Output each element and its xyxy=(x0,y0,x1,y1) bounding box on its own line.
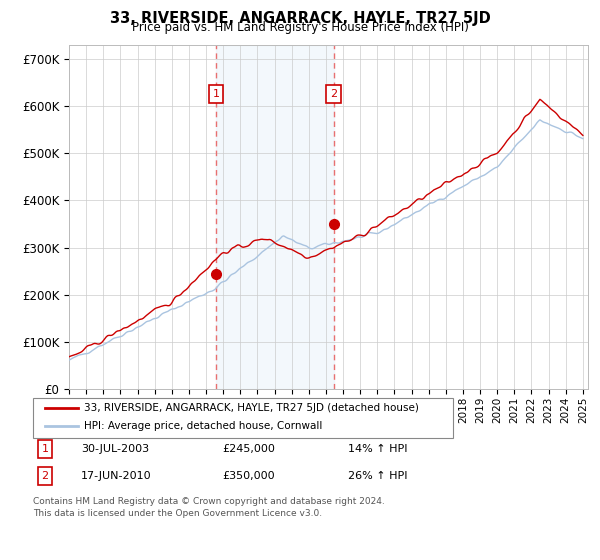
Text: 1: 1 xyxy=(212,90,220,99)
Bar xyxy=(216,45,334,389)
Text: Contains HM Land Registry data © Crown copyright and database right 2024.: Contains HM Land Registry data © Crown c… xyxy=(33,497,385,506)
Text: 17-JUN-2010: 17-JUN-2010 xyxy=(81,471,152,481)
Text: 2: 2 xyxy=(330,90,337,99)
Text: 30-JUL-2003: 30-JUL-2003 xyxy=(81,444,149,454)
Text: 26% ↑ HPI: 26% ↑ HPI xyxy=(348,471,407,481)
Text: 14% ↑ HPI: 14% ↑ HPI xyxy=(348,444,407,454)
Text: £245,000: £245,000 xyxy=(222,444,275,454)
Text: 33, RIVERSIDE, ANGARRACK, HAYLE, TR27 5JD: 33, RIVERSIDE, ANGARRACK, HAYLE, TR27 5J… xyxy=(110,11,490,26)
Text: 1: 1 xyxy=(41,444,49,454)
Text: Price paid vs. HM Land Registry's House Price Index (HPI): Price paid vs. HM Land Registry's House … xyxy=(131,21,469,34)
Text: This data is licensed under the Open Government Licence v3.0.: This data is licensed under the Open Gov… xyxy=(33,510,322,519)
Text: 33, RIVERSIDE, ANGARRACK, HAYLE, TR27 5JD (detached house): 33, RIVERSIDE, ANGARRACK, HAYLE, TR27 5J… xyxy=(84,403,419,413)
Text: £350,000: £350,000 xyxy=(222,471,275,481)
Text: HPI: Average price, detached house, Cornwall: HPI: Average price, detached house, Corn… xyxy=(84,421,322,431)
Text: 2: 2 xyxy=(41,471,49,481)
